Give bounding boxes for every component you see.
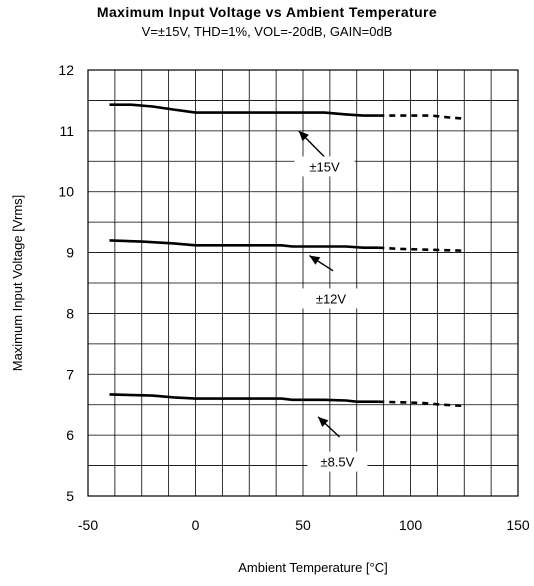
x-axis-label: Ambient Temperature [°C] bbox=[238, 560, 387, 575]
series-lines bbox=[109, 103, 465, 408]
series-line-dashed bbox=[378, 400, 465, 408]
grid bbox=[87, 69, 519, 497]
tick-labels: -50 0 50 100 150 5 6 7 8 9 10 11 12 bbox=[58, 62, 529, 533]
annotation-arrowhead bbox=[309, 255, 321, 265]
series-line bbox=[109, 393, 379, 403]
x-tick-label: 100 bbox=[399, 517, 423, 533]
series-line bbox=[109, 103, 379, 117]
chart-title: Maximum Input Voltage vs Ambient Tempera… bbox=[96, 4, 438, 20]
annotation-label-box bbox=[307, 451, 368, 472]
annotation-arrowhead bbox=[318, 416, 329, 428]
annotation-label-box bbox=[294, 156, 355, 177]
series-line-dashed bbox=[378, 246, 465, 252]
x-tick-label: 0 bbox=[192, 517, 200, 533]
y-tick-label: 10 bbox=[58, 184, 74, 200]
x-tick-label: -50 bbox=[78, 517, 98, 533]
annotation-label: ±12V bbox=[316, 291, 347, 306]
annotation-label-box bbox=[300, 288, 361, 309]
annotation-label: ±15V bbox=[309, 159, 340, 174]
y-tick-label: 6 bbox=[66, 427, 74, 443]
y-tick-label: 7 bbox=[66, 366, 74, 382]
y-tick-label: 5 bbox=[66, 488, 74, 504]
chart-subtitle: V=±15V, THD=1%, VOL=-20dB, GAIN=0dB bbox=[141, 24, 393, 39]
y-tick-label: 11 bbox=[59, 123, 74, 139]
y-tick-label: 9 bbox=[66, 245, 74, 261]
x-tick-label: 50 bbox=[295, 517, 311, 533]
x-tick-label: 150 bbox=[506, 517, 530, 533]
series-line bbox=[109, 239, 379, 249]
annotation-label: ±8.5V bbox=[320, 455, 354, 470]
y-axis-label: Maximum Input Voltage [Vrms] bbox=[10, 195, 25, 372]
y-tick-label: 8 bbox=[66, 305, 74, 321]
plot-frame bbox=[87, 69, 519, 497]
annotation-arrowhead bbox=[298, 130, 309, 142]
annotations: ±15V ±12V ±8.5V bbox=[294, 130, 368, 472]
series-line-dashed bbox=[378, 114, 465, 120]
y-tick-label: 12 bbox=[58, 62, 74, 78]
